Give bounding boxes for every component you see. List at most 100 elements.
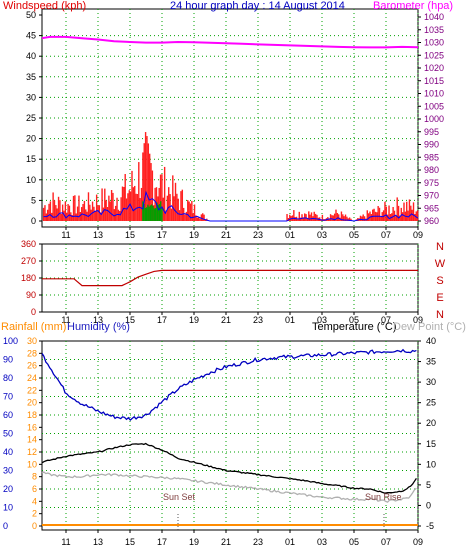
y-tick-label: 15 (26, 154, 36, 164)
y-tick-label: 26 (27, 361, 37, 371)
y-tick-label: 35 (426, 357, 436, 367)
y-tick-label: 180 (21, 273, 36, 283)
compass-letter: S (436, 275, 443, 287)
y-tick-label: 35 (26, 72, 36, 82)
y-tick-label: 30 (3, 466, 13, 476)
x-tick-label: 13 (93, 537, 103, 547)
y-tick-label: 25 (426, 398, 436, 408)
x-tick-label: 21 (221, 230, 231, 240)
y-tick-label: 1040 (424, 12, 444, 22)
x-tick-label: 09 (413, 230, 423, 240)
y-tick-label: 965 (424, 203, 439, 213)
x-tick-label: 15 (125, 537, 135, 547)
humidity-label: Humidity (%) (67, 321, 130, 333)
y-tick-label: 5 (426, 480, 431, 490)
x-tick-label: 01 (285, 315, 295, 325)
x-tick-label: 07 (381, 537, 391, 547)
compass-letter: W (435, 258, 446, 270)
direction-time-axis: 11 13 15 17 19 21 23 01 03 05 07 09 (61, 312, 423, 325)
x-tick-label: 19 (189, 537, 199, 547)
x-tick-label: 05 (349, 230, 359, 240)
x-tick-label: 03 (317, 315, 327, 325)
x-tick-label: 17 (157, 230, 167, 240)
x-tick-label: 17 (157, 315, 167, 325)
barometer-line (41, 35, 419, 49)
x-tick-label: 23 (253, 315, 263, 325)
x-tick-label: 23 (253, 537, 263, 547)
y-tick-label: 1030 (424, 38, 444, 48)
x-tick-label: 15 (125, 315, 135, 325)
y-tick-label: 70 (3, 392, 13, 402)
y-tick-label: -5 (426, 521, 434, 531)
wind-direction-line (42, 269, 418, 287)
y-tick-label: 0 (426, 500, 431, 510)
x-tick-label: 11 (61, 537, 70, 547)
y-tick-label: 18 (27, 410, 37, 420)
y-tick-label: 30 (426, 377, 436, 387)
y-tick-label: 30 (26, 92, 36, 102)
windspeed-label: Windspeed (kph) (3, 0, 86, 12)
y-tick-label: 20 (3, 484, 13, 494)
y-tick-label: 980 (424, 165, 439, 175)
y-tick-label: 10 (426, 459, 436, 469)
y-tick-label: 1005 (424, 101, 444, 111)
compass-letter: N (436, 241, 444, 253)
y-tick-label: 0 (31, 307, 36, 317)
y-tick-label: 14 (27, 435, 37, 445)
humidity-line (41, 348, 417, 422)
x-tick-label: 05 (349, 315, 359, 325)
y-tick-label: 360 (21, 239, 36, 249)
x-tick-label: 19 (189, 315, 199, 325)
y-tick-label: 12 (27, 447, 37, 457)
y-tick-label: 90 (26, 290, 36, 300)
x-tick-label: 11 (61, 315, 70, 325)
x-tick-label: 19 (189, 230, 199, 240)
x-tick-label: 01 (285, 537, 295, 547)
dewpoint-label: Dew Point (°C) (393, 321, 466, 333)
humidity-axis-ticks: 0 10 20 30 40 50 60 70 80 90 100 (3, 336, 18, 531)
average-wind-line (43, 190, 419, 222)
y-tick-label: 24 (27, 373, 37, 383)
y-tick-label: 995 (424, 127, 439, 137)
y-tick-label: 6 (32, 484, 37, 494)
y-tick-label: 60 (3, 410, 13, 420)
direction-axis-ticks: 0 90 180 270 360 (21, 239, 42, 317)
x-tick-label: 05 (349, 537, 359, 547)
x-tick-label: 23 (253, 230, 263, 240)
y-tick-label: 10 (27, 459, 37, 469)
y-tick-label: 100 (3, 336, 18, 346)
top-grid (42, 9, 419, 227)
x-tick-label: 03 (317, 230, 327, 240)
x-tick-label: 13 (93, 315, 103, 325)
y-tick-label: 8 (32, 472, 37, 482)
top-time-axis: 11 13 15 17 19 21 23 01 03 05 07 09 (61, 227, 423, 240)
temp-panel-frame (41, 340, 419, 531)
direction-grid (42, 244, 419, 312)
temperature-line (41, 442, 417, 494)
y-tick-label: 10 (26, 175, 36, 185)
temperature-axis-ticks: -5 0 5 10 15 20 25 30 35 40 (418, 336, 436, 531)
windspeed-axis-ticks: 0 5 10 15 20 25 30 35 40 45 50 (26, 10, 42, 226)
y-tick-label: 1025 (424, 50, 444, 60)
compass-letter: N (436, 309, 444, 321)
y-tick-label: 1020 (424, 63, 444, 73)
graph-title: 24 hour graph day : 14 August 2014 (170, 0, 345, 12)
y-tick-label: 20 (26, 134, 36, 144)
y-tick-label: 22 (27, 385, 37, 395)
y-tick-label: 50 (3, 429, 13, 439)
x-tick-label: 17 (157, 537, 167, 547)
x-tick-label: 09 (413, 315, 423, 325)
y-tick-label: 990 (424, 140, 439, 150)
y-tick-label: 0 (3, 521, 8, 531)
y-tick-label: 40 (3, 447, 13, 457)
y-tick-label: 1010 (424, 89, 444, 99)
x-tick-label: 13 (93, 230, 103, 240)
y-tick-label: 45 (26, 31, 36, 41)
x-tick-label: 21 (221, 537, 231, 547)
y-tick-label: 16 (27, 422, 37, 432)
y-tick-label: 1000 (424, 114, 444, 124)
y-tick-label: 4 (32, 496, 37, 506)
y-tick-label: 80 (3, 373, 13, 383)
